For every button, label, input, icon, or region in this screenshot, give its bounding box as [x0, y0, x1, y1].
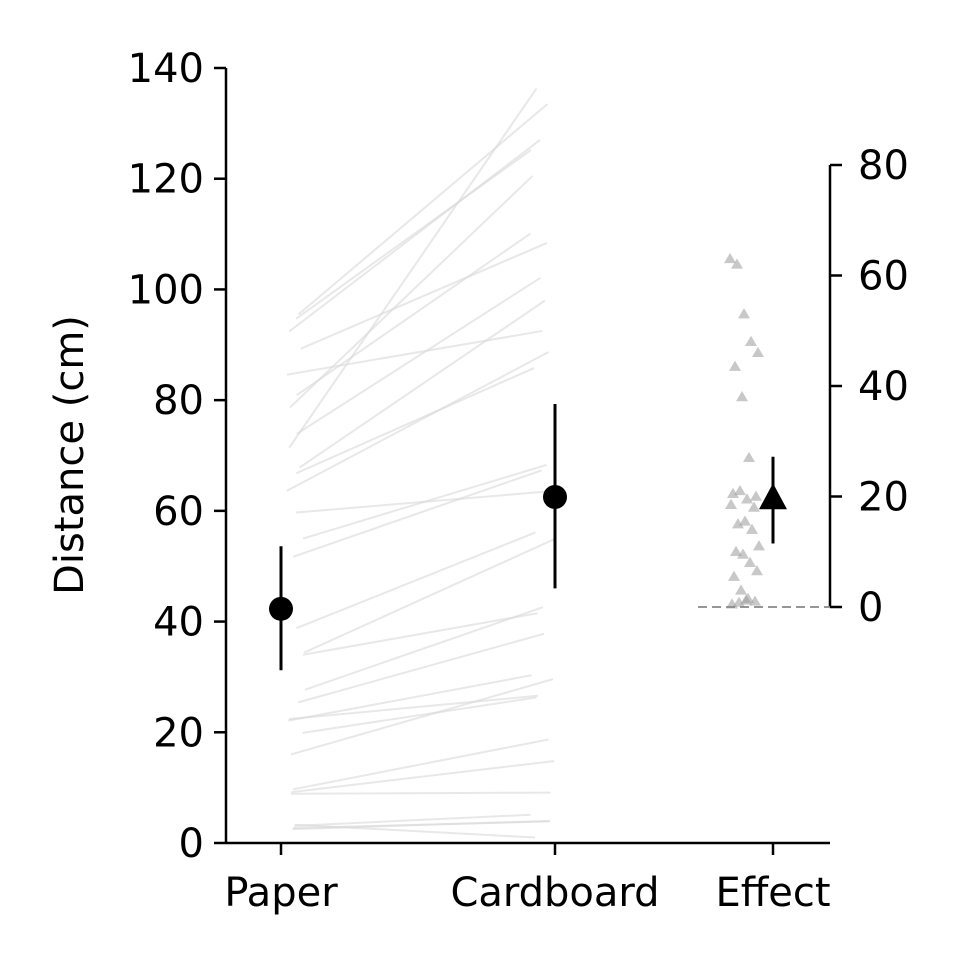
effect-point [753, 540, 765, 551]
y-tick-label: 40 [153, 600, 204, 646]
y-tick-label: 0 [179, 821, 204, 867]
pair-line [302, 612, 538, 656]
x-tick-label: Paper [224, 870, 338, 916]
paired-lines [286, 87, 555, 839]
pair-line [289, 694, 539, 720]
pair-line [288, 87, 538, 449]
right-tick-label: 80 [858, 143, 909, 189]
x-tick-label: Cardboard [450, 870, 659, 916]
effect-point [740, 594, 752, 605]
pair-line [294, 813, 531, 827]
y-tick-label: 20 [153, 710, 204, 756]
pair-line [296, 490, 548, 514]
effect-point [741, 493, 753, 504]
effect-point [738, 308, 750, 319]
pair-line [303, 538, 555, 654]
effect-point [746, 523, 758, 534]
pair-line [295, 367, 535, 475]
effect-point [731, 258, 743, 269]
summary-markers [269, 404, 787, 671]
effect-point [751, 565, 763, 576]
effect-point [735, 584, 747, 595]
pair-line [294, 823, 536, 839]
effect-point [734, 484, 746, 496]
pair-line [290, 791, 551, 795]
pair-line [290, 678, 554, 756]
pair-line [288, 139, 541, 333]
right-tick-label: 20 [858, 475, 909, 521]
effect-points [724, 252, 765, 609]
right-tick-label: 0 [858, 585, 883, 631]
pair-line [297, 103, 549, 316]
effect-point [749, 595, 761, 606]
pair-line [286, 329, 543, 376]
effect-point [737, 548, 749, 559]
right-tick-label: 60 [858, 254, 909, 300]
effect-point [730, 545, 742, 556]
effect-point [744, 556, 756, 567]
y-tick-label: 100 [128, 267, 204, 313]
effect-point [727, 487, 739, 498]
effect-point [728, 570, 740, 581]
summary-point [543, 485, 567, 510]
effect-point [750, 490, 762, 501]
y-tick-label: 80 [153, 378, 204, 424]
pair-line [288, 674, 532, 722]
effect-point [729, 360, 741, 371]
y-axis-label: Distance (cm) [47, 315, 93, 595]
effect-point [724, 252, 736, 264]
axes: 0 20 40 60 80 100 120 140 Paper Cardboard Effect 0 2… [128, 46, 909, 916]
effect-point [736, 391, 748, 402]
effect-point [739, 515, 751, 526]
pair-line [297, 632, 545, 704]
pair-line [296, 232, 532, 396]
pair-line [300, 242, 548, 350]
pair-line [291, 760, 555, 794]
pair-line [304, 606, 544, 691]
y-tick-label: 140 [128, 46, 204, 92]
effect-point [748, 501, 760, 512]
pair-line [286, 351, 549, 492]
pair-line [292, 469, 542, 558]
pair-line [302, 696, 537, 734]
y-tick-label: 60 [153, 489, 204, 535]
effect-point [752, 346, 764, 358]
summary-point [269, 596, 293, 621]
pair-line [296, 276, 542, 435]
effect-point [745, 335, 757, 346]
effect-mean-marker [759, 483, 787, 510]
pair-line [296, 531, 536, 630]
pair-line [298, 299, 546, 469]
pair-line [289, 175, 534, 409]
effect-point [732, 518, 744, 529]
effect-point [725, 498, 737, 509]
pair-line [295, 149, 532, 320]
pair-line [292, 738, 549, 791]
right-tick-label: 40 [858, 364, 909, 410]
y-tick-label: 120 [128, 157, 204, 203]
x-tick-label: Effect [715, 870, 830, 916]
effect-point [743, 451, 755, 463]
